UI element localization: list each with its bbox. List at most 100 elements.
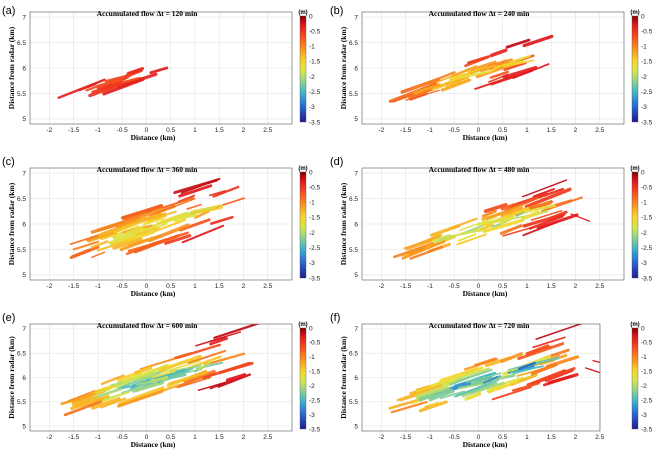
- flow-streak: [396, 384, 443, 402]
- flow-streak: [489, 48, 508, 58]
- flow-streak: [122, 369, 156, 383]
- flow-core-streak: [457, 70, 492, 79]
- y-axis-label: Distance from radar (km): [339, 336, 348, 419]
- flow-deposits: [388, 324, 600, 414]
- colorbar-tick-label: -1: [641, 200, 647, 207]
- colorbar-tick-label: -1: [309, 44, 315, 51]
- flow-core-streak: [444, 76, 470, 85]
- flow-streak: [457, 233, 477, 242]
- flow-streak: [132, 212, 162, 224]
- x-tick-label: -0.5: [117, 434, 129, 441]
- flow-streak: [142, 216, 164, 226]
- x-tick-label: 2: [242, 127, 246, 134]
- flow-streak: [115, 207, 163, 228]
- flow-streak: [440, 372, 469, 385]
- colorbar-tick-label: -0.5: [309, 28, 321, 35]
- flow-core-streak: [197, 361, 211, 371]
- flow-streak: [411, 71, 456, 90]
- x-axis-label: Distance (km): [131, 440, 176, 449]
- x-tick-label: 1.5: [547, 283, 556, 290]
- flow-streak: [409, 92, 429, 101]
- flow-streak: [225, 373, 247, 382]
- flow-streak: [110, 231, 140, 243]
- panel-title: Accumulated flow Δt = 720 min: [429, 321, 531, 330]
- colorbar-tick-label: -1.5: [309, 369, 321, 376]
- flow-streak: [403, 235, 441, 250]
- colorbar: [299, 171, 307, 279]
- flow-deposits: [60, 324, 261, 417]
- colorbar-tick-label: -3.5: [641, 275, 653, 282]
- panel-b: (b) -2 -1.5 -1 -0.5 0 0.5 1 1.5 2 2.5 5 5.5 6 6.5 7 Accu…: [330, 5, 653, 142]
- flow-streak: [204, 352, 246, 366]
- flow-streak: [173, 178, 219, 195]
- panel-title: Accumulated flow Δt = 360 min: [97, 165, 199, 174]
- flow-streak: [148, 214, 167, 223]
- colorbar-tick-label: -2: [309, 74, 315, 81]
- flow-streak: [90, 240, 109, 249]
- flow-core-streak: [130, 225, 158, 235]
- flow-core-streak: [508, 55, 531, 64]
- colorbar: [631, 15, 639, 123]
- flow-streak: [448, 376, 470, 386]
- flow-streak: [412, 83, 441, 95]
- flow-streak: [100, 374, 125, 386]
- x-tick-label: -1: [427, 434, 433, 441]
- colorbar-tick-label: -2: [641, 230, 647, 237]
- x-tick-label: -2: [47, 127, 53, 134]
- x-tick-label: -0.5: [117, 127, 129, 134]
- x-tick-label: -1.5: [400, 283, 412, 290]
- colorbar-tick-label: -3.5: [309, 275, 321, 282]
- colorbar-tick-label: -1.5: [641, 215, 653, 222]
- flow-streak: [474, 74, 517, 90]
- flow-core-streak: [182, 206, 215, 216]
- flow-core-streak: [452, 228, 485, 237]
- flow-core-streak: [483, 376, 499, 384]
- colorbar-tick-label: -0.5: [309, 184, 321, 191]
- flow-core-streak: [517, 361, 536, 370]
- panel-letter: (a): [2, 5, 15, 17]
- flow-streak: [168, 371, 208, 385]
- flow-deposits: [388, 34, 554, 103]
- x-tick-label: 1: [193, 127, 197, 134]
- plot-frame: [361, 167, 625, 281]
- flow-deposits: [57, 66, 169, 99]
- colorbar-tick-label: -2: [641, 383, 647, 390]
- y-tick-label: 6.5: [349, 40, 358, 47]
- flow-core-streak: [511, 365, 545, 373]
- colorbar-tick-label: 0: [641, 13, 645, 20]
- colorbar-tick-label: -3.5: [641, 426, 653, 433]
- colorbar-tick-label: -1.5: [641, 369, 653, 376]
- flow-streak: [69, 245, 100, 260]
- plot-frame: [29, 323, 293, 432]
- flow-streak: [186, 203, 202, 210]
- x-tick-label: 0: [145, 283, 149, 290]
- colorbar-tick-label: -2: [309, 383, 315, 390]
- x-tick-label: -1.5: [400, 127, 412, 134]
- x-tick-label: 1.5: [215, 434, 224, 441]
- flow-streak: [502, 65, 538, 79]
- x-tick-label: -1: [95, 283, 101, 290]
- flow-core-streak: [194, 210, 210, 219]
- colorbar-tick-label: -3: [309, 260, 315, 267]
- flow-streak: [489, 70, 510, 79]
- flow-streak: [521, 179, 568, 198]
- plot-frame: [29, 167, 293, 281]
- flow-outlier-streak: [584, 367, 600, 374]
- flow-core-streak: [521, 211, 541, 221]
- colorbar: [631, 171, 639, 279]
- y-tick-label: 5: [22, 423, 26, 430]
- flow-streak: [407, 245, 426, 254]
- panel-c: (c) -2 -1.5 -1 -0.5 0 0.5 1 1.5 2 2.5 5 5.5 6 6.5 7 Accu…: [2, 156, 321, 298]
- colorbar-unit: (m): [630, 322, 639, 328]
- y-tick-label: 5.5: [17, 247, 26, 254]
- flow-streak: [439, 366, 480, 382]
- flow-streak: [178, 184, 213, 198]
- flow-streak: [102, 77, 145, 96]
- x-tick-label: 1: [525, 127, 529, 134]
- flow-streak: [544, 369, 574, 383]
- flow-streak: [530, 209, 563, 221]
- flow-streak: [439, 390, 466, 400]
- flow-streak: [183, 369, 216, 384]
- colorbar-tick-label: -2.5: [641, 245, 653, 252]
- x-tick-label: 2: [574, 434, 578, 441]
